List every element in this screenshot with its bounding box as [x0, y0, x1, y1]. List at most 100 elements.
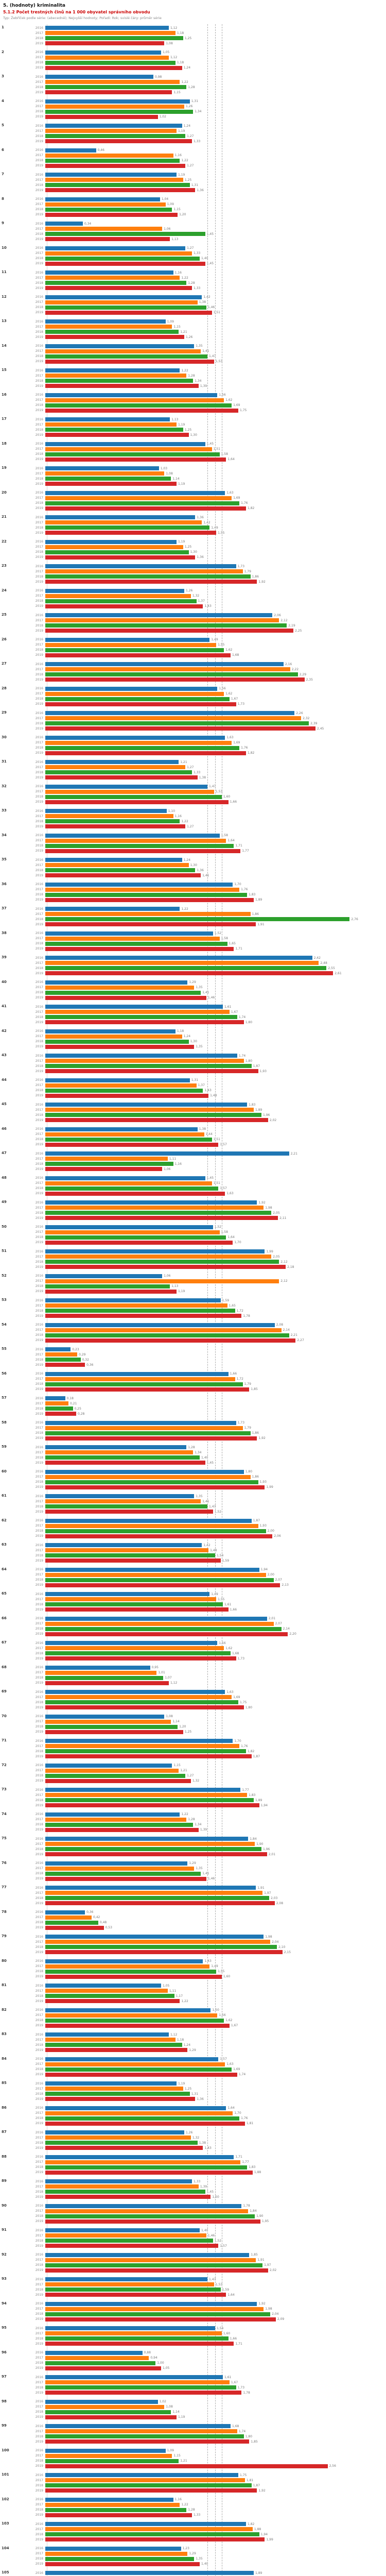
bar-row: 2019 1,94 — [21, 1803, 386, 1808]
rank-label: 26 — [2, 637, 7, 641]
series-year-label: 2019 — [35, 1363, 43, 1367]
series-year-label: 2018 — [35, 2557, 43, 2561]
rank-label: 1 — [2, 25, 4, 29]
series-year-label: 2019 — [35, 2073, 43, 2076]
bar-value-label: 1,84 — [250, 1837, 257, 1841]
bar-value-label: 1,75 — [240, 1700, 247, 1704]
bar-value-label: 1,11 — [169, 1989, 177, 1993]
bar-row: 2019 1,82 — [21, 751, 386, 756]
bar-row: 2019 2,18 — [21, 1264, 386, 1269]
bar-group: 43 2016 1,74 2017 1,80 2018 1,87 2019 1,93 — [0, 1052, 386, 1077]
bar-value-label: 1,49 — [211, 526, 218, 530]
bar-group: 11 2016 1,16 2017 1,22 2018 1,28 2019 1,33 — [0, 269, 386, 294]
bar — [45, 667, 290, 671]
bar — [45, 1773, 186, 1778]
bar-row: 2019 1,82 — [21, 506, 386, 511]
bar-value-label: 1,74 — [238, 1054, 246, 1058]
bar — [45, 819, 180, 823]
bar-row: 2016 1,98 — [21, 1934, 386, 1939]
bar-row: 2017 1,35 — [21, 1866, 386, 1871]
bar — [45, 1886, 256, 1890]
series-year-label: 2017 — [35, 1132, 43, 1136]
bar-value-label: 1,22 — [181, 1999, 188, 2003]
bar — [45, 286, 192, 290]
bar-value-label: 1,35 — [196, 1867, 203, 1870]
bar-value-label: 1,25 — [184, 428, 192, 432]
bar-value-label: 2,08 — [276, 1323, 284, 1327]
bar-row: 2016 1,12 — [21, 25, 386, 30]
bar-row: 2016 2,21 — [21, 1151, 386, 1156]
bar — [45, 384, 199, 388]
bar — [45, 1377, 235, 1381]
bar-value-label: 1,76 — [241, 501, 248, 505]
bar — [45, 2160, 241, 2164]
bar — [45, 227, 163, 231]
series-year-label: 2018 — [35, 159, 43, 162]
series-year-label: 2019 — [35, 115, 43, 118]
bar-value-label: 1,51 — [213, 1181, 220, 1185]
bar-value-label: 1,38 — [199, 1127, 206, 1131]
series-year-label: 2018 — [35, 942, 43, 945]
bar-value-label: 1,27 — [187, 134, 194, 138]
bar-value-label: 0,88 — [144, 2351, 151, 2354]
series-year-label: 2017 — [35, 520, 43, 524]
series-year-label: 2017 — [35, 2503, 43, 2506]
bar-row: 2019 1,48 — [21, 1093, 386, 1098]
series-year-label: 2016 — [35, 2473, 43, 2477]
bar — [45, 936, 220, 941]
bar-group: 12 2016 1,42 2017 1,38 2018 1,46 2019 1,51 — [0, 294, 386, 318]
bar-row: 2018 1,07 — [21, 1675, 386, 1681]
bar-value-label: 1,21 — [180, 330, 187, 334]
rank-label: 50 — [2, 1224, 7, 1229]
bar-value-label: 2,14 — [283, 1328, 290, 1332]
bar — [45, 2116, 240, 2121]
series-year-label: 2016 — [35, 1812, 43, 1816]
series-year-label: 2019 — [35, 800, 43, 804]
bar-row: 2017 1,86 — [21, 1475, 386, 1480]
rank-label: 87 — [2, 2130, 7, 2134]
series-year-label: 2017 — [35, 1230, 43, 1234]
series-year-label: 2016 — [35, 26, 43, 30]
series-year-label: 2016 — [35, 2351, 43, 2354]
bar-value-label: 1,74 — [238, 1015, 246, 1019]
bar-row: 2018 1,69 — [21, 403, 386, 408]
series-year-label: 2016 — [35, 1029, 43, 1033]
bar-value-label: 1,11 — [169, 1157, 177, 1161]
bar-value-label: 1,91 — [257, 1886, 265, 1890]
bar-row: 2019 1,95 — [21, 2219, 386, 2224]
bar-row: 2018 2,55 — [21, 965, 386, 971]
bar-value-label: 1,64 — [227, 1235, 235, 1239]
series-year-label: 2017 — [35, 912, 43, 916]
series-year-label: 2019 — [35, 2268, 43, 2272]
bar-value-label: 1,95 — [261, 2219, 269, 2223]
bar — [45, 2453, 172, 2458]
bar-row: 2016 1,22 — [21, 368, 386, 373]
bar-row: 2017 2,07 — [21, 1621, 386, 1626]
bar-value-label: 1,40 — [201, 257, 208, 260]
bar-row: 2018 1,28 — [21, 280, 386, 285]
bar-value-label: 1,13 — [171, 237, 179, 241]
bar — [45, 1523, 258, 1528]
bar — [45, 751, 246, 755]
series-year-label: 2019 — [35, 1020, 43, 1024]
rank-label: 105 — [2, 2570, 9, 2574]
bar — [45, 697, 230, 701]
bar-row: 2019 1,30 — [21, 432, 386, 437]
bar — [45, 1010, 230, 1014]
series-year-label: 2019 — [35, 1461, 43, 1465]
bar — [45, 41, 165, 45]
bar-row: 2019 2,56 — [21, 2464, 386, 2469]
bar-row: 2019 1,39 — [21, 1827, 386, 1833]
bar — [45, 158, 180, 163]
series-year-label: 2018 — [35, 1480, 43, 1484]
chart-header: 5. (hodnoty) kriminalita 5.1.2 Počet tre… — [0, 0, 386, 21]
bar-value-label: 1,17 — [176, 1994, 183, 1998]
bar-group: 56 2016 1,66 2017 1,72 2018 1,79 2019 1,85 — [0, 1370, 386, 1395]
series-year-label: 2016 — [35, 368, 43, 372]
series-year-label: 2018 — [35, 819, 43, 823]
bar-row: 2019 1,92 — [21, 2488, 386, 2493]
bar — [45, 726, 315, 731]
bar — [45, 648, 224, 652]
bar-value-label: 1,05 — [163, 1984, 170, 1988]
bar-value-label: 1,63 — [226, 1192, 234, 1195]
